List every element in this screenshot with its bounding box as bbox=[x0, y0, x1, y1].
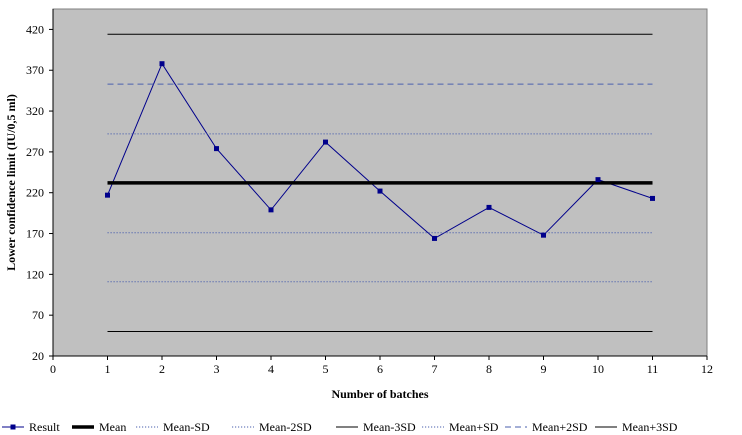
y-tick-label: 120 bbox=[26, 267, 44, 281]
y-tick-label: 420 bbox=[26, 22, 44, 36]
legend-label: Mean bbox=[99, 420, 126, 434]
data-point bbox=[650, 195, 655, 201]
y-tick-label: 170 bbox=[26, 227, 44, 241]
y-tick-label: 320 bbox=[26, 104, 44, 118]
x-tick-label: 10 bbox=[592, 362, 604, 376]
x-tick-label: 6 bbox=[377, 362, 383, 376]
legend: Result Mean Mean-SD Mean-2SD Mean-3SD Mean+SD… bbox=[2, 420, 678, 434]
data-point bbox=[268, 207, 274, 213]
x-tick-label: 7 bbox=[432, 362, 438, 376]
x-axis-title: Number of batches bbox=[331, 387, 428, 401]
data-point bbox=[541, 232, 546, 238]
legend-label: Mean-3SD bbox=[363, 420, 416, 434]
x-tick-label: 3 bbox=[214, 362, 220, 376]
x-tick-label: 8 bbox=[486, 362, 492, 376]
data-point bbox=[214, 146, 219, 152]
legend-label: Mean+SD bbox=[449, 420, 499, 434]
data-point bbox=[159, 61, 165, 67]
legend-marker bbox=[10, 424, 16, 430]
data-point bbox=[323, 139, 328, 145]
legend-label: Mean+3SD bbox=[622, 420, 678, 434]
data-point bbox=[486, 204, 492, 210]
legend-label: Mean-2SD bbox=[259, 420, 312, 434]
legend-label: Mean+2SD bbox=[532, 420, 588, 434]
x-tick-label: 0 bbox=[50, 362, 56, 376]
data-point bbox=[595, 177, 601, 183]
x-tick-label: 9 bbox=[541, 362, 547, 376]
data-point bbox=[377, 188, 383, 194]
legend-label: Result bbox=[29, 420, 60, 434]
y-tick-label: 370 bbox=[26, 63, 44, 77]
legend-label: Mean-SD bbox=[163, 420, 210, 434]
x-tick-label: 1 bbox=[105, 362, 111, 376]
data-point bbox=[105, 192, 110, 198]
data-point bbox=[432, 235, 437, 241]
y-tick-label: 20 bbox=[32, 349, 44, 363]
x-tick-label: 12 bbox=[701, 362, 713, 376]
x-tick-label: 11 bbox=[647, 362, 659, 376]
y-tick-label: 270 bbox=[26, 145, 44, 159]
x-tick-label: 4 bbox=[268, 362, 274, 376]
x-tick-label: 5 bbox=[323, 362, 329, 376]
y-axis-title: Lower confidence limit (IU/0,5 ml) bbox=[4, 94, 18, 271]
y-tick-label: 70 bbox=[32, 308, 44, 322]
y-tick-label: 220 bbox=[26, 186, 44, 200]
x-tick-label: 2 bbox=[159, 362, 165, 376]
